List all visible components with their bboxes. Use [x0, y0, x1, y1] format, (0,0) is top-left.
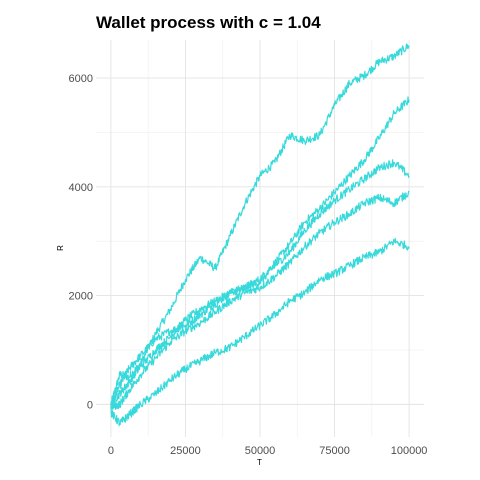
y-tick-label: 4000 — [69, 182, 93, 194]
x-tick-label: 50000 — [245, 445, 276, 457]
x-axis-label: T — [257, 458, 262, 467]
y-tick-label: 6000 — [69, 73, 93, 85]
x-tick-label: 0 — [108, 445, 114, 457]
x-tick-label: 100000 — [391, 445, 428, 457]
series-line-3 — [110, 159, 410, 408]
x-tick-label: 25000 — [170, 445, 201, 457]
series-line-5 — [110, 237, 410, 427]
series-lines — [110, 43, 410, 427]
series-line-4 — [110, 190, 410, 411]
y-tick-label: 0 — [87, 399, 93, 411]
grid — [96, 40, 424, 437]
tick-labels: 0 25000 50000 75000 100000 0 2000 4000 6000 — [69, 73, 428, 457]
y-axis-label: R — [56, 245, 65, 251]
y-tick-label: 2000 — [69, 291, 93, 303]
chart-title: Wallet process with c = 1.04 — [96, 13, 321, 32]
x-tick-label: 75000 — [319, 445, 350, 457]
